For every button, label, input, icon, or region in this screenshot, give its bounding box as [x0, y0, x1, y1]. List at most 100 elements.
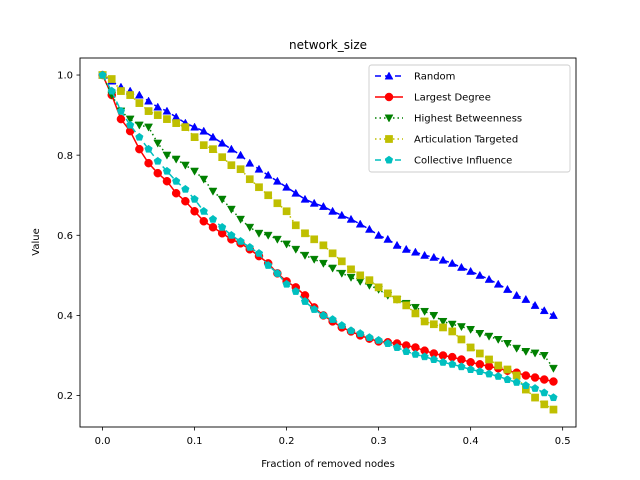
data-point	[144, 158, 153, 168]
data-point	[190, 167, 199, 176]
data-point	[245, 243, 254, 251]
data-point	[135, 132, 144, 141]
data-point	[181, 184, 190, 193]
data-point	[549, 377, 558, 386]
data-point	[291, 221, 300, 230]
data-point	[107, 75, 116, 83]
data-point	[420, 317, 429, 326]
data-point	[218, 222, 227, 231]
data-point	[493, 279, 503, 288]
data-point	[300, 251, 310, 260]
x-tick-label: 0.3	[371, 436, 387, 447]
data-point	[144, 123, 153, 132]
data-point	[153, 168, 163, 178]
data-point	[236, 236, 245, 245]
data-point	[162, 166, 172, 175]
data-point	[475, 367, 484, 375]
data-point	[512, 290, 522, 299]
legend-entry-collective-influence: Collective Influence	[375, 156, 512, 167]
data-point	[309, 198, 319, 207]
data-point	[319, 241, 328, 250]
data-point	[144, 107, 153, 115]
data-point	[135, 144, 144, 154]
data-point	[328, 315, 337, 323]
data-point	[429, 320, 438, 329]
data-point	[494, 361, 503, 370]
data-point	[153, 102, 163, 111]
data-point	[337, 257, 346, 266]
data-point	[318, 201, 328, 210]
data-point	[116, 106, 126, 115]
data-point	[475, 330, 485, 338]
legend-label: Random	[414, 72, 455, 83]
data-point	[457, 335, 466, 344]
data-point	[328, 264, 338, 273]
data-point	[401, 244, 411, 253]
y-axis: 0.2 0.4 0.6 0.8 1.0	[57, 71, 80, 402]
data-point	[521, 348, 531, 356]
data-point	[236, 215, 246, 224]
data-point	[181, 196, 190, 206]
data-point	[162, 176, 172, 186]
data-point	[438, 255, 448, 264]
data-point	[208, 214, 218, 223]
data-point	[365, 333, 374, 341]
data-point	[153, 139, 163, 148]
data-point	[410, 303, 420, 312]
data-point	[466, 325, 476, 334]
data-point	[217, 195, 227, 204]
data-point	[300, 297, 310, 305]
data-point	[402, 301, 411, 310]
data-point	[374, 230, 384, 239]
data-point	[512, 344, 522, 353]
data-point	[383, 289, 392, 298]
legend-entry-largest-degree: Largest Degree	[375, 93, 491, 104]
data-point	[226, 144, 236, 153]
data-point	[300, 194, 310, 203]
data-point	[355, 219, 365, 228]
data-point	[301, 229, 309, 238]
y-axis-label: Value	[31, 228, 42, 255]
data-point	[530, 384, 540, 392]
data-point	[540, 400, 549, 409]
data-point	[310, 235, 319, 244]
legend-entry-random: Random	[375, 71, 455, 83]
data-point	[254, 229, 264, 238]
data-point	[208, 223, 218, 232]
data-point	[346, 326, 356, 335]
data-point	[493, 336, 503, 344]
y-tick-label: 0.2	[57, 391, 73, 402]
data-point	[466, 266, 476, 275]
data-point	[503, 340, 512, 348]
data-point	[263, 231, 273, 240]
data-point	[190, 206, 199, 216]
data-point	[503, 365, 512, 374]
data-point	[521, 294, 531, 303]
data-point	[282, 279, 291, 288]
data-point	[475, 349, 484, 358]
data-point	[420, 352, 429, 361]
data-point	[484, 274, 494, 283]
data-point	[411, 309, 420, 318]
data-point	[365, 276, 374, 285]
data-point	[540, 375, 549, 384]
data-point	[291, 188, 301, 197]
data-point	[291, 287, 300, 295]
legend-label: Collective Influence	[414, 156, 512, 167]
data-point	[457, 262, 466, 271]
data-point	[180, 161, 190, 170]
data-point	[530, 300, 540, 309]
data-point	[273, 269, 282, 277]
x-tick-label: 0.4	[463, 436, 479, 447]
legend-label: Largest Degree	[414, 93, 491, 104]
data-point	[199, 175, 209, 184]
data-point	[236, 150, 246, 159]
x-axis-label: Fraction of removed nodes	[261, 459, 395, 470]
data-point	[512, 378, 521, 386]
data-point	[163, 115, 171, 123]
series-articulation-targeted	[98, 71, 558, 414]
data-point	[318, 259, 328, 268]
data-point	[549, 405, 558, 414]
data-point	[264, 261, 273, 269]
